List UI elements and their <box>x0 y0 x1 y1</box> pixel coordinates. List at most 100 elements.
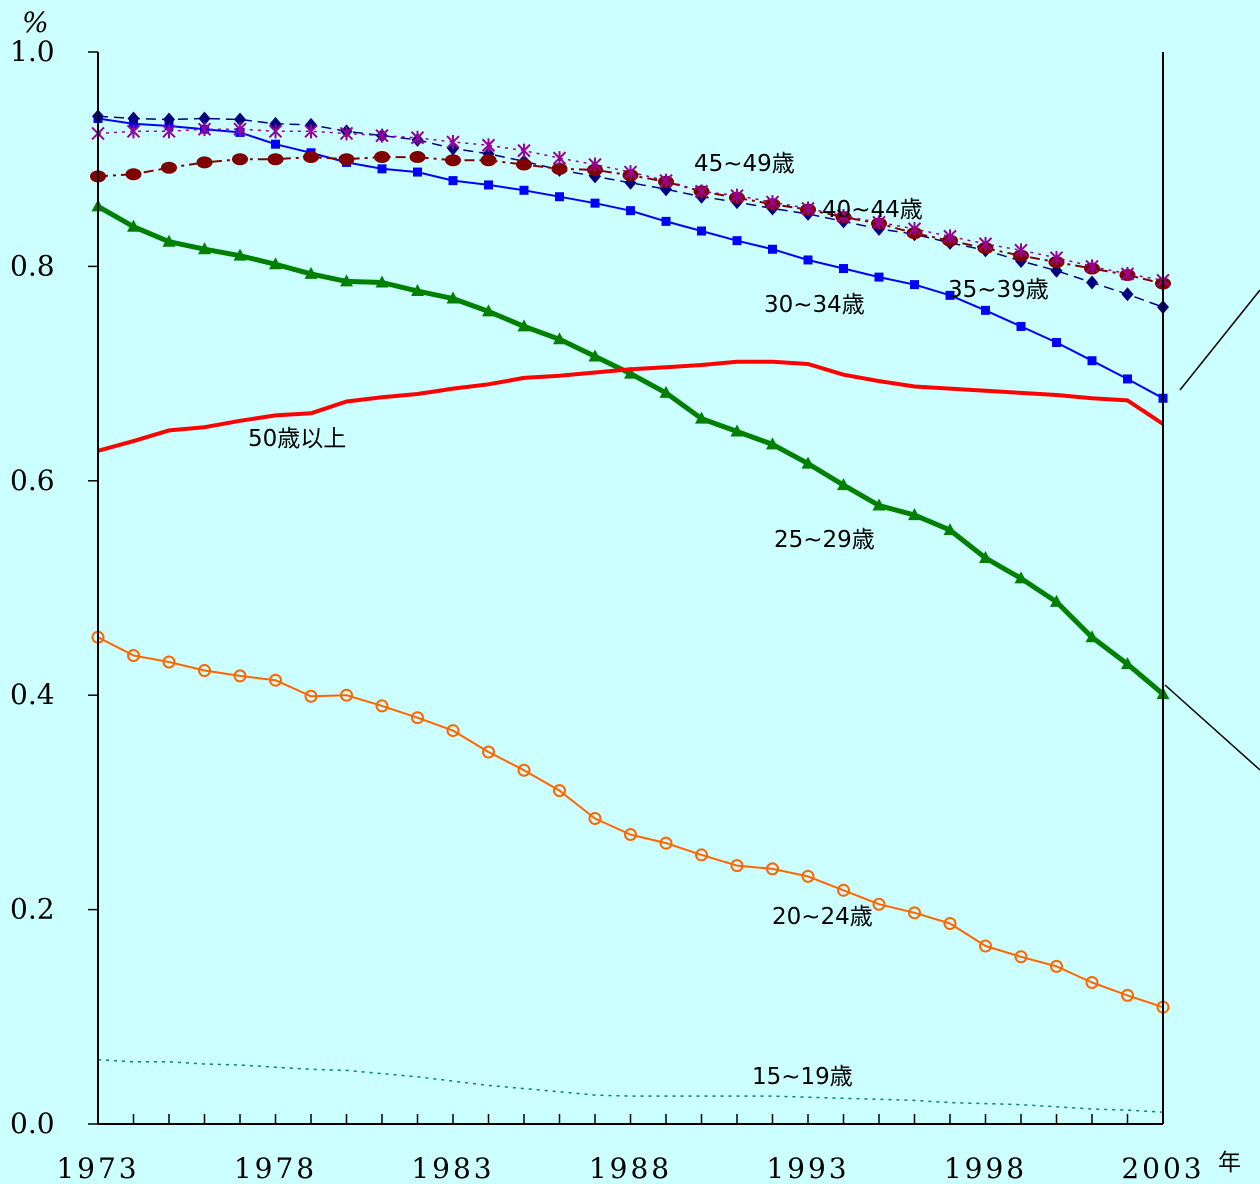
data-point <box>446 291 460 304</box>
series-labels: 15~19歳 20~24歳 25~29歳 30~34歳 35~39歳 40~44歳 45~4… <box>248 151 1049 1090</box>
data-point <box>661 216 671 226</box>
data-point <box>695 848 708 862</box>
data-point <box>907 221 922 236</box>
data-point <box>125 168 142 181</box>
series-1 <box>97 1058 1164 1113</box>
data-point <box>1085 259 1099 274</box>
x-unit-label: 年 <box>1218 1150 1241 1176</box>
data-point <box>446 724 460 738</box>
y-tick-label: 0.4 <box>10 678 55 711</box>
data-point <box>551 162 568 175</box>
data-point <box>659 173 673 188</box>
series-label: 30~34歳 <box>764 292 865 318</box>
data-point <box>271 139 280 149</box>
data-point <box>626 206 635 216</box>
data-point <box>233 669 247 683</box>
x-tick-label: 1978 <box>234 1152 317 1184</box>
data-point <box>267 153 284 166</box>
data-point <box>196 156 213 169</box>
data-point <box>1014 950 1028 964</box>
data-point <box>555 192 564 202</box>
data-point <box>482 745 495 759</box>
data-point <box>338 153 355 166</box>
data-point <box>1121 657 1134 670</box>
data-point <box>730 859 744 873</box>
data-point <box>1014 571 1028 584</box>
data-point <box>590 198 600 208</box>
data-point <box>304 689 318 703</box>
data-point <box>981 305 990 315</box>
data-point <box>801 456 815 469</box>
data-point <box>943 523 957 536</box>
data-point <box>1121 287 1134 302</box>
data-point <box>908 906 921 920</box>
data-point <box>197 122 212 137</box>
data-point <box>1049 250 1064 265</box>
data-point <box>162 655 176 669</box>
data-point <box>624 828 637 842</box>
series-label: 35~39歳 <box>948 277 1049 303</box>
data-point <box>233 122 247 137</box>
data-point <box>1014 243 1028 258</box>
data-point <box>303 151 319 164</box>
data-point <box>979 550 992 563</box>
data-point <box>1050 959 1063 973</box>
data-point <box>978 236 993 251</box>
y-tick-label: 0.6 <box>10 464 55 497</box>
x-tick-label: 1998 <box>944 1152 1027 1184</box>
data-point <box>411 711 424 725</box>
data-point <box>519 185 529 195</box>
data-point <box>517 763 531 777</box>
series-line <box>97 1058 1164 1113</box>
data-point <box>623 165 638 180</box>
data-point <box>979 939 992 953</box>
data-point <box>198 664 211 678</box>
series-2 <box>91 630 1170 1014</box>
data-point <box>553 332 566 345</box>
series-line <box>97 359 1165 453</box>
data-point <box>232 153 248 166</box>
callout-line-lower <box>1164 684 1260 771</box>
data-point <box>945 290 955 300</box>
data-point <box>874 272 884 282</box>
data-point <box>588 811 602 825</box>
data-point <box>410 130 425 145</box>
data-point <box>1121 988 1134 1002</box>
callout-line-upper <box>1179 289 1260 391</box>
data-point <box>375 699 389 713</box>
data-point <box>480 154 497 167</box>
data-point <box>269 673 282 687</box>
data-point <box>269 116 282 131</box>
data-point <box>268 124 283 139</box>
data-point <box>375 275 389 288</box>
series-label: 45~49歳 <box>694 151 795 177</box>
series-3 <box>91 199 1170 700</box>
axes <box>88 51 1260 1125</box>
data-point <box>517 143 531 158</box>
data-point <box>340 274 353 287</box>
data-point <box>517 319 531 332</box>
data-point <box>127 649 140 663</box>
data-point <box>872 215 886 230</box>
data-point <box>910 280 919 290</box>
data-point <box>766 437 779 450</box>
data-point <box>1052 338 1061 348</box>
data-point <box>198 242 211 255</box>
data-point <box>659 385 673 398</box>
data-point <box>1016 321 1026 331</box>
data-point <box>234 112 246 127</box>
tick-labels: 0.0 0.2 0.4 0.6 0.8 1.0 1973 1978 1983 1988 1993 19… <box>10 35 1204 1184</box>
y-unit-label: % <box>22 6 49 39</box>
data-point <box>161 161 177 174</box>
data-point <box>801 201 815 216</box>
y-tick-label: 0.0 <box>10 1107 55 1140</box>
series-label: 15~19歳 <box>752 1064 853 1090</box>
data-point <box>1087 356 1097 366</box>
data-point <box>127 219 140 232</box>
data-point <box>553 784 566 798</box>
data-point <box>730 188 744 203</box>
data-point <box>1086 275 1098 290</box>
x-tick-label: 2003 <box>1121 1152 1204 1184</box>
data-point <box>126 124 141 139</box>
